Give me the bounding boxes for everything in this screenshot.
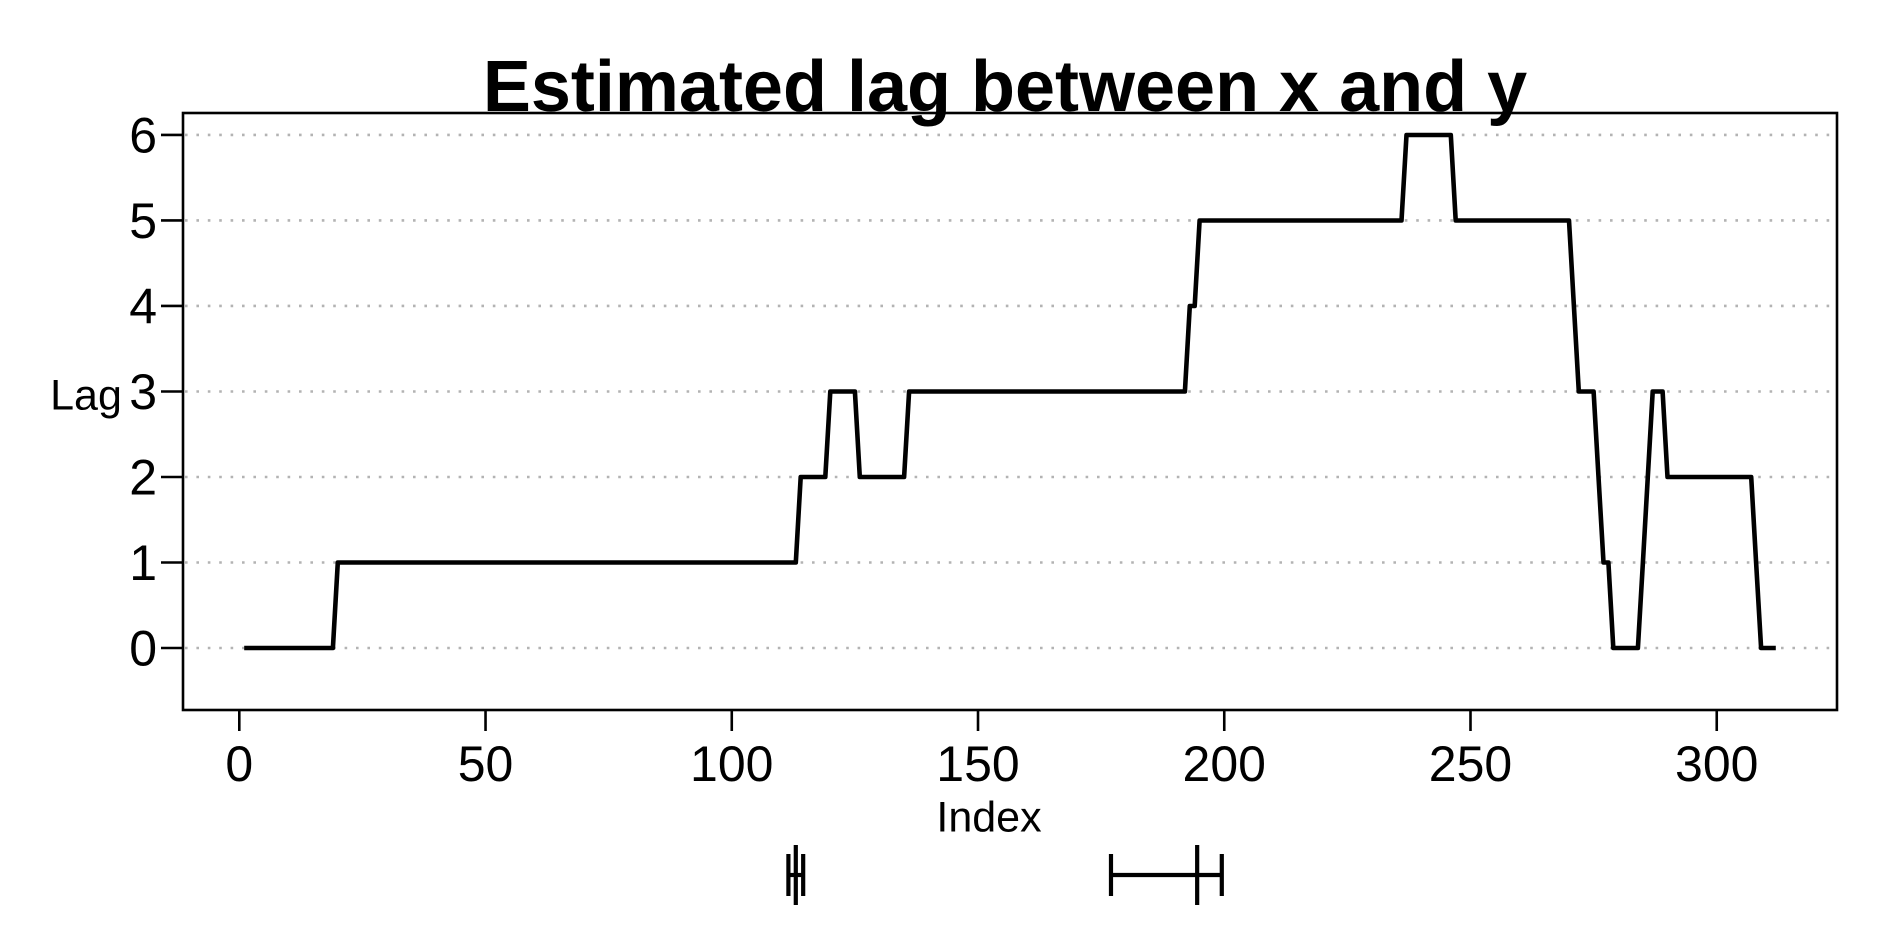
x-tick-label: 100 bbox=[690, 736, 773, 792]
x-axis-label: Index bbox=[936, 793, 1042, 842]
y-tick-label: 4 bbox=[129, 278, 157, 334]
y-axis-label: Lag bbox=[50, 371, 122, 420]
y-tick-label: 1 bbox=[129, 535, 157, 591]
x-tick-label: 250 bbox=[1429, 736, 1512, 792]
x-tick-label: 50 bbox=[458, 736, 514, 792]
y-tick-label: 3 bbox=[129, 364, 157, 420]
y-tick-label: 6 bbox=[129, 107, 157, 163]
x-tick-label: 300 bbox=[1675, 736, 1758, 792]
chart-title: Estimated lag between x and y bbox=[482, 47, 1528, 127]
x-tick-label: 150 bbox=[936, 736, 1019, 792]
y-tick-label: 0 bbox=[129, 621, 157, 677]
y-tick-label: 2 bbox=[129, 449, 157, 505]
axis-box bbox=[181, 111, 1839, 712]
y-tick-label: 5 bbox=[129, 193, 157, 249]
x-tick-label: 200 bbox=[1183, 736, 1266, 792]
step-line bbox=[244, 132, 1776, 651]
x-tick-label: 0 bbox=[225, 736, 253, 792]
